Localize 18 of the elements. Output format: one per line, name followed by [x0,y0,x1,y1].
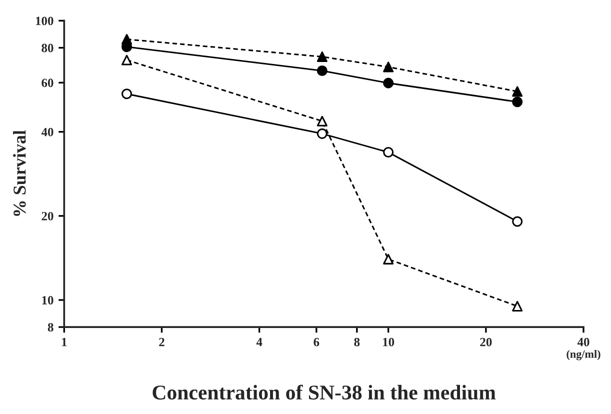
y-tick-label: 100 [36,16,54,26]
x-tick-label: 40 [577,338,590,346]
x-tick-label: 10 [383,338,394,346]
y-tick-label: 60 [42,78,54,88]
text: (ng/ml) [566,350,600,360]
y-tick-label: 20 [42,212,54,220]
y-axis-title: % Survival [13,130,26,216]
y-tick-label: 80 [42,44,54,52]
x-tick-label: 8 [354,338,360,346]
x-tick-label: 2 [159,338,164,346]
x-tick-label: 1 [62,338,67,346]
x-tick-label: 20 [480,338,492,346]
y-tick-label: 40 [41,128,54,136]
x-axis-title: Concentration of SN-38 in the medium [152,384,496,400]
y-tick-label: 10 [42,296,54,304]
x-tick-label: 6 [314,338,320,346]
y-tick-label: 8 [48,323,54,332]
x-tick-label: 4 [256,338,262,346]
